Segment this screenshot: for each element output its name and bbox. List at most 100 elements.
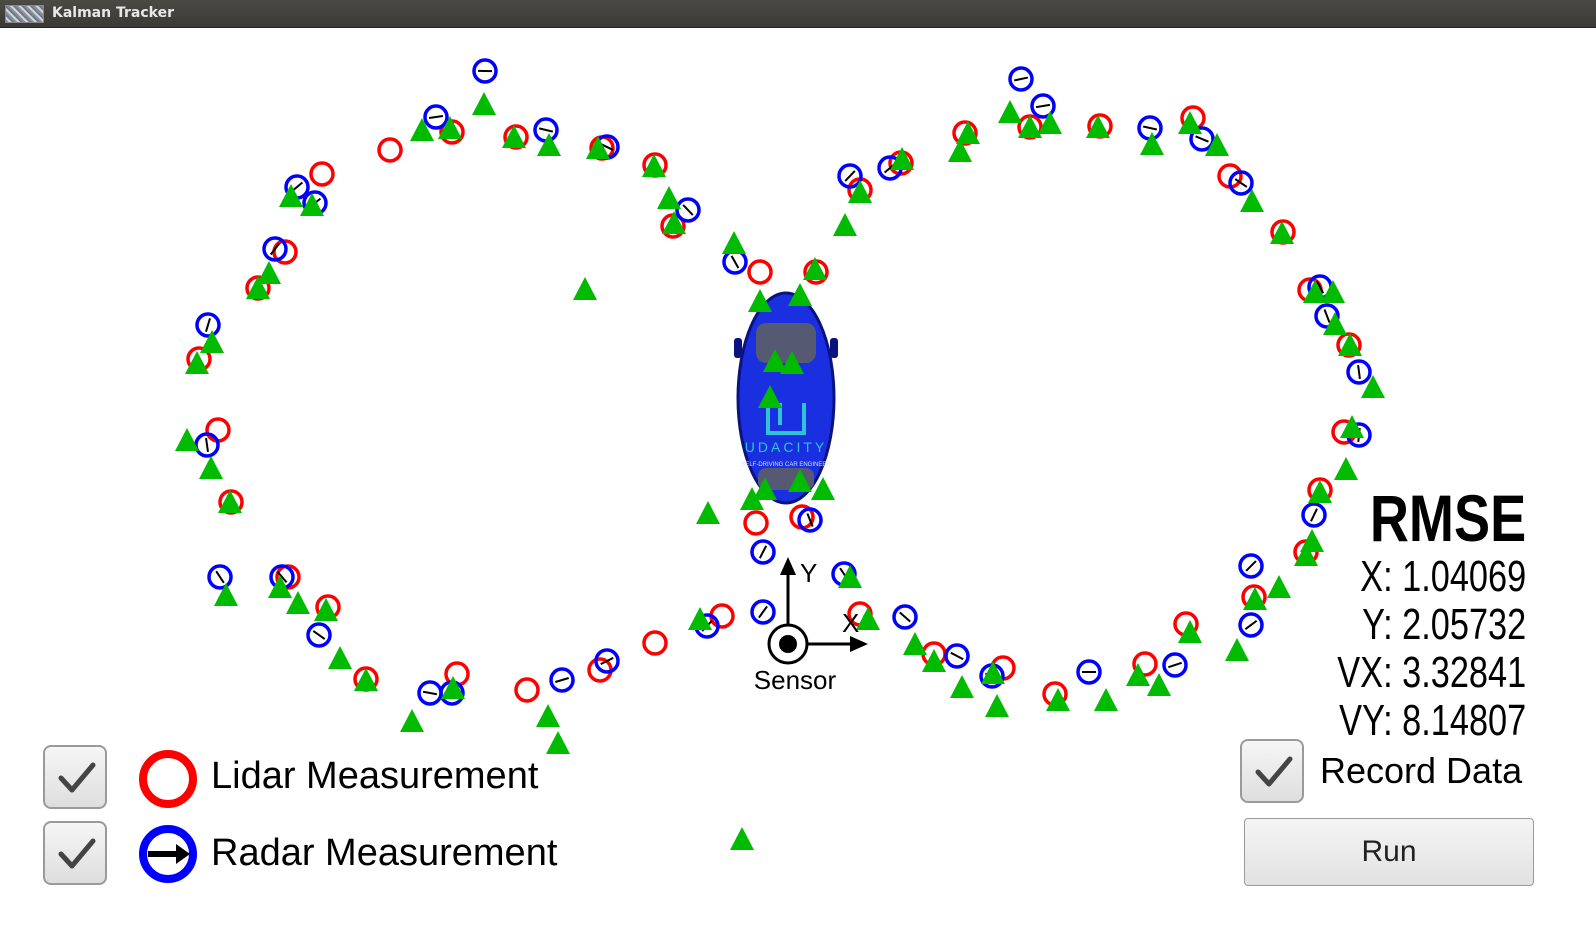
estimate-marker bbox=[175, 428, 199, 451]
estimate-marker bbox=[890, 147, 914, 170]
radar-marker bbox=[549, 667, 575, 693]
estimate-marker bbox=[246, 276, 270, 299]
estimate-marker bbox=[1178, 620, 1202, 643]
lidar-marker bbox=[1132, 651, 1158, 677]
estimate-marker bbox=[1270, 221, 1294, 244]
estimate-marker bbox=[788, 283, 812, 306]
check-icon bbox=[1255, 756, 1293, 787]
window-title: Kalman Tracker bbox=[52, 5, 174, 21]
radar-marker bbox=[722, 249, 748, 275]
window-titlebar[interactable]: Kalman Tracker bbox=[0, 0, 1596, 28]
estimate-marker bbox=[856, 607, 880, 630]
estimate-marker bbox=[1240, 189, 1264, 212]
estimate-marker bbox=[753, 477, 777, 500]
estimate-marker bbox=[1038, 111, 1062, 134]
radar-marker bbox=[675, 197, 701, 223]
radar-marker bbox=[1189, 126, 1215, 152]
estimate-marker bbox=[998, 100, 1022, 123]
radar-marker bbox=[750, 599, 776, 625]
car-mirror-right bbox=[830, 338, 838, 358]
estimate-marker bbox=[1303, 280, 1327, 303]
lidar-marker bbox=[272, 239, 298, 265]
estimate-marker bbox=[1267, 575, 1291, 598]
rmse-heading: RMSE bbox=[1369, 481, 1526, 555]
x-axis-arrow-icon bbox=[850, 636, 868, 652]
sensor-axes: Y X Sensor bbox=[754, 557, 868, 695]
estimate-marker bbox=[286, 591, 310, 614]
lidar-marker bbox=[642, 630, 668, 656]
estimate-marker bbox=[536, 704, 560, 727]
estimate-marker bbox=[573, 277, 597, 300]
lidar-marker bbox=[205, 417, 231, 443]
estimate-marker bbox=[763, 349, 787, 372]
radar-marker bbox=[194, 432, 220, 458]
estimate-marker bbox=[1126, 663, 1150, 686]
estimate-marker bbox=[833, 213, 857, 236]
radar-checkbox[interactable] bbox=[43, 821, 107, 885]
check-icon bbox=[58, 838, 96, 869]
radar-marker bbox=[1238, 553, 1264, 579]
estimate-marker bbox=[758, 385, 782, 408]
lidar-marker bbox=[743, 510, 769, 536]
estimate-marker bbox=[1338, 333, 1362, 356]
estimate-marker bbox=[811, 477, 835, 500]
estimate-marker bbox=[1178, 111, 1202, 134]
radar-marker bbox=[892, 604, 918, 630]
record-data-checkbox[interactable] bbox=[1240, 739, 1304, 803]
estimate-marker bbox=[903, 632, 927, 655]
estimate-marker bbox=[688, 607, 712, 630]
estimate-marker bbox=[985, 694, 1009, 717]
estimate-marker bbox=[1323, 312, 1347, 335]
car-mirror-left bbox=[734, 338, 742, 358]
radar-marker bbox=[306, 622, 332, 648]
sensor-label: Sensor bbox=[754, 665, 837, 695]
estimate-marker bbox=[328, 646, 352, 669]
rmse-y: Y: 2.05732 bbox=[1361, 600, 1526, 649]
estimate-marker bbox=[848, 180, 872, 203]
run-button[interactable]: Run bbox=[1244, 818, 1534, 886]
y-axis-label: Y bbox=[800, 558, 817, 588]
estimate-marker bbox=[441, 676, 465, 699]
lidar-legend-label: Lidar Measurement bbox=[211, 755, 539, 797]
estimate-marker bbox=[657, 186, 681, 209]
estimate-marker bbox=[780, 351, 804, 374]
estimate-marker bbox=[1018, 115, 1042, 138]
estimate-marker bbox=[199, 456, 223, 479]
estimate-marker bbox=[438, 116, 462, 139]
estimate-marker bbox=[730, 827, 754, 850]
radar-marker bbox=[207, 564, 233, 590]
estimate-marker bbox=[268, 575, 292, 598]
estimate-marker bbox=[279, 184, 303, 207]
estimate-marker bbox=[1361, 375, 1385, 398]
radar-legend-label: Radar Measurement bbox=[211, 832, 558, 874]
estimate-marker bbox=[748, 289, 772, 312]
lidar-checkbox[interactable] bbox=[43, 745, 107, 809]
rmse-x: X: 1.04069 bbox=[1359, 552, 1526, 601]
x-axis-label: X bbox=[842, 608, 859, 638]
radar-marker bbox=[1162, 652, 1188, 678]
estimate-marker bbox=[200, 330, 224, 353]
radar-measurements bbox=[194, 58, 1372, 706]
rmse-vy: VY: 8.14807 bbox=[1338, 696, 1526, 745]
estimate-marker bbox=[1147, 673, 1171, 696]
estimate-marker bbox=[956, 121, 980, 144]
estimate-marker bbox=[1321, 280, 1345, 303]
estimate-marker bbox=[1340, 415, 1364, 438]
radar-marker bbox=[594, 648, 620, 674]
radar-legend-icon bbox=[139, 825, 197, 883]
estimate-marker bbox=[218, 490, 242, 513]
estimate-marker bbox=[472, 92, 496, 115]
estimate-marker bbox=[586, 136, 610, 159]
estimate-marker bbox=[314, 598, 338, 621]
estimate-marker bbox=[788, 469, 812, 492]
lidar-marker bbox=[309, 161, 335, 187]
estimate-marker bbox=[214, 583, 238, 606]
estimate-marker bbox=[1086, 115, 1110, 138]
estimate-marker bbox=[948, 139, 972, 162]
estimate-marker bbox=[502, 125, 526, 148]
estimate-marker bbox=[537, 133, 561, 156]
estimate-marker bbox=[1205, 133, 1229, 156]
estimate-marker bbox=[546, 731, 570, 754]
lidar-marker bbox=[377, 137, 403, 163]
car-windshield bbox=[756, 323, 816, 363]
